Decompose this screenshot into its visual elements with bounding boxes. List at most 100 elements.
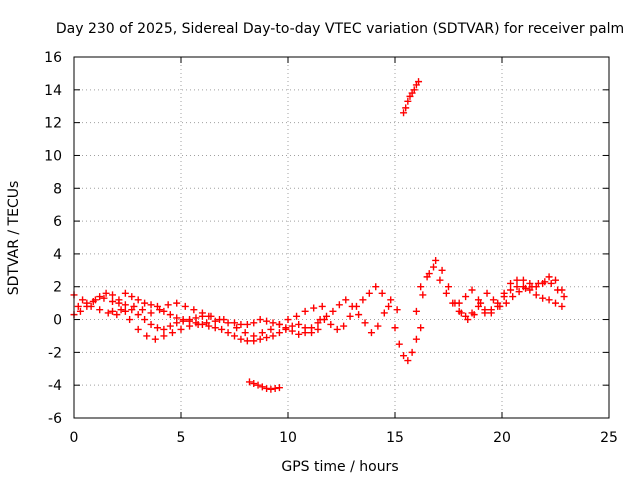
data-point xyxy=(134,325,142,333)
series-track-k xyxy=(245,378,283,393)
data-point xyxy=(346,312,354,320)
plot-frame xyxy=(73,56,610,419)
data-point xyxy=(442,289,450,297)
data-point xyxy=(404,97,412,105)
data-point xyxy=(121,307,129,315)
data-point xyxy=(128,306,136,314)
data-point xyxy=(494,299,502,307)
data-point xyxy=(500,289,508,297)
data-point xyxy=(393,306,401,314)
data-point xyxy=(224,319,232,327)
data-point xyxy=(254,381,262,389)
data-point xyxy=(258,329,266,337)
data-point xyxy=(502,299,510,307)
data-point xyxy=(507,286,515,294)
data-point xyxy=(314,325,322,333)
axis-ticks xyxy=(73,56,610,419)
data-point xyxy=(263,384,271,392)
data-point xyxy=(121,301,129,309)
data-point xyxy=(308,324,316,332)
data-point xyxy=(374,322,382,330)
y-tick-label: 10 xyxy=(44,148,62,164)
x-tick-label: 15 xyxy=(386,430,404,446)
data-point xyxy=(181,302,189,310)
data-point xyxy=(468,309,476,317)
data-point xyxy=(295,330,303,338)
series-track-a xyxy=(70,291,326,340)
data-point xyxy=(288,327,296,335)
data-point xyxy=(327,320,335,328)
data-point xyxy=(284,316,292,324)
data-point xyxy=(402,104,410,112)
data-point xyxy=(329,307,337,315)
data-point xyxy=(333,325,341,333)
data-point xyxy=(269,332,277,340)
data-point xyxy=(102,289,110,297)
data-point xyxy=(359,296,367,304)
data-point xyxy=(316,316,324,324)
data-point xyxy=(250,319,258,327)
data-point xyxy=(483,289,491,297)
data-point xyxy=(445,283,452,291)
data-point xyxy=(245,378,253,386)
data-point xyxy=(192,319,200,327)
data-point xyxy=(417,283,425,291)
data-point xyxy=(335,301,343,309)
data-point xyxy=(438,266,446,274)
data-point xyxy=(519,276,527,284)
data-point xyxy=(153,302,161,310)
y-tick-label: 0 xyxy=(53,313,62,329)
data-point xyxy=(269,319,277,327)
grid-lines xyxy=(74,57,609,418)
series-track-j xyxy=(400,78,423,117)
data-point xyxy=(134,296,142,304)
data-point xyxy=(258,383,266,391)
data-point xyxy=(243,337,251,345)
data-point xyxy=(177,325,185,333)
data-point xyxy=(436,276,444,284)
data-point xyxy=(147,301,155,309)
data-point xyxy=(104,309,112,317)
data-point xyxy=(487,306,495,314)
data-point xyxy=(91,296,99,304)
data-point xyxy=(515,288,523,296)
data-point xyxy=(404,357,412,365)
y-tick-label: -4 xyxy=(48,378,62,394)
data-point xyxy=(143,332,151,340)
data-point xyxy=(481,309,489,317)
y-axis-label: SDTVAR / TECUs xyxy=(6,181,22,296)
data-point xyxy=(509,293,517,301)
data-point xyxy=(166,322,174,330)
data-point xyxy=(462,312,470,320)
data-point xyxy=(109,307,117,315)
data-point xyxy=(134,311,142,319)
x-tick-label: 0 xyxy=(70,430,79,446)
data-point xyxy=(237,335,245,343)
x-tick-label: 5 xyxy=(177,430,186,446)
data-point xyxy=(126,316,134,324)
x-tick-label: 10 xyxy=(279,430,297,446)
data-point xyxy=(560,293,568,301)
data-point xyxy=(109,297,117,305)
data-point xyxy=(532,291,540,299)
data-point xyxy=(100,294,108,302)
data-point xyxy=(400,352,408,360)
data-point xyxy=(532,283,540,291)
series-track-i xyxy=(455,273,566,317)
series-track-d xyxy=(109,289,322,345)
y-tick-label: 2 xyxy=(53,280,62,296)
data-point xyxy=(160,307,168,315)
data-point xyxy=(412,307,420,315)
y-tick-labels: -6 -4 -2 0 2 4 6 8 10 12 14 16 xyxy=(44,50,62,427)
series-track-f xyxy=(316,296,401,337)
data-point xyxy=(164,301,172,309)
data-point xyxy=(295,320,303,328)
data-point xyxy=(489,296,497,304)
y-tick-label: 6 xyxy=(53,214,62,230)
y-tick-label: 14 xyxy=(44,83,62,99)
data-points xyxy=(70,78,568,393)
series-track-e xyxy=(231,283,425,365)
data-point xyxy=(74,302,82,310)
data-point xyxy=(141,316,149,324)
series-track-h xyxy=(417,263,566,320)
